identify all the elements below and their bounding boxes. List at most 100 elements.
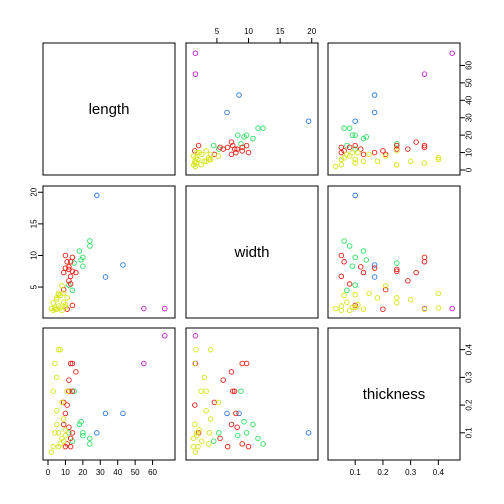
point-width-vs-thickness-9 [346, 243, 353, 249]
panel-frame-length-width [185, 42, 319, 176]
point-thickness-vs-width-45 [192, 421, 198, 428]
point-length-vs-thickness-11 [394, 141, 400, 147]
point-width-vs-length-44 [57, 305, 63, 311]
point-width-vs-length-15 [73, 269, 79, 276]
point-length-vs-width-42 [198, 151, 205, 158]
point-width-vs-length-24 [64, 259, 70, 265]
point-width-vs-length-20 [66, 264, 72, 270]
point-width-vs-length-0 [162, 305, 168, 312]
point-thickness-vs-length-16 [67, 360, 74, 367]
point-thickness-vs-length-45 [53, 421, 60, 428]
panel-frame-length-length [42, 42, 176, 176]
point-length-vs-thickness-7 [363, 134, 370, 140]
point-width-vs-length-26 [66, 266, 72, 273]
point-length-vs-thickness-0 [449, 50, 455, 56]
y-tick-label-right-thickness-0: 0.1 [465, 427, 474, 439]
point-length-vs-thickness-42 [344, 151, 350, 158]
point-thickness-vs-width-30 [207, 346, 214, 353]
point-thickness-vs-width-40 [193, 430, 200, 436]
point-length-vs-thickness-35 [366, 151, 372, 158]
point-thickness-vs-length-4 [94, 430, 100, 436]
point-thickness-vs-length-7 [78, 418, 84, 425]
point-width-vs-thickness-47 [338, 307, 345, 314]
point-thickness-vs-length-20 [66, 424, 72, 431]
x-tick-label-bottom-thickness-3: 0.4 [433, 468, 445, 477]
point-width-vs-length-23 [67, 273, 74, 280]
point-thickness-vs-length-15 [73, 369, 79, 375]
point-thickness-vs-length-42 [60, 438, 67, 444]
point-thickness-vs-width-8 [235, 432, 241, 439]
point-thickness-vs-width-47 [190, 443, 197, 450]
diagonal-label-length: length [89, 101, 130, 118]
point-length-vs-width-26 [231, 146, 238, 152]
point-length-vs-thickness-36 [338, 156, 345, 163]
point-thickness-vs-length-18 [66, 377, 72, 383]
point-length-vs-width-1 [192, 71, 199, 77]
point-length-vs-width-31 [201, 158, 208, 165]
point-length-vs-thickness-14 [421, 142, 428, 149]
point-length-vs-thickness-39 [341, 155, 347, 161]
x-tick-label-bottom-length-2: 20 [78, 468, 87, 477]
point-length-vs-thickness-15 [413, 139, 419, 145]
point-length-vs-thickness-6 [352, 132, 358, 138]
point-width-vs-length-13 [69, 287, 76, 293]
x-tick-label-top-width-3: 20 [307, 27, 316, 36]
y-tick-label-right-thickness-3: 0.4 [465, 344, 474, 356]
point-thickness-vs-width-18 [220, 377, 226, 383]
point-thickness-vs-width-26 [231, 388, 238, 394]
point-width-vs-length-9 [87, 243, 93, 249]
point-thickness-vs-width-32 [192, 360, 198, 367]
point-length-vs-thickness-49 [349, 149, 356, 156]
point-thickness-vs-width-33 [198, 388, 204, 394]
point-width-vs-thickness-34 [346, 307, 353, 314]
point-width-vs-thickness-14 [421, 254, 428, 261]
point-thickness-vs-length-40 [52, 430, 58, 436]
y-tick-label-right-length-5: 50 [465, 78, 474, 87]
point-thickness-vs-length-36 [55, 443, 62, 450]
y-tick-label-left-width-0: 5 [30, 284, 39, 289]
y-tick-label-right-length-0: 0 [465, 167, 474, 172]
point-width-vs-thickness-37 [374, 295, 381, 301]
point-width-vs-thickness-46 [394, 295, 400, 301]
point-width-vs-thickness-35 [366, 290, 372, 297]
point-width-vs-thickness-33 [394, 300, 400, 306]
point-thickness-vs-length-30 [55, 346, 62, 353]
point-length-vs-thickness-33 [394, 162, 400, 168]
point-thickness-vs-length-37 [53, 407, 60, 414]
point-width-vs-length-5 [87, 238, 93, 244]
point-length-vs-thickness-3 [371, 109, 378, 116]
point-width-vs-thickness-36 [338, 303, 345, 309]
point-length-vs-thickness-16 [421, 144, 428, 151]
point-thickness-vs-width-44 [193, 346, 199, 353]
point-width-vs-thickness-21 [382, 286, 389, 293]
point-width-vs-thickness-28 [360, 269, 367, 276]
point-length-vs-thickness-9 [346, 125, 353, 131]
point-thickness-vs-width-36 [195, 443, 201, 450]
point-thickness-vs-width-15 [228, 369, 235, 375]
point-thickness-vs-length-26 [66, 388, 72, 394]
point-thickness-vs-width-31 [201, 374, 208, 381]
point-thickness-vs-length-41 [59, 399, 65, 406]
point-length-vs-thickness-2 [371, 92, 378, 98]
point-length-vs-width-9 [255, 125, 261, 131]
point-width-vs-thickness-48 [352, 291, 358, 298]
point-length-vs-width-47 [190, 162, 197, 168]
point-length-vs-thickness-8 [349, 132, 356, 138]
point-thickness-vs-length-35 [60, 416, 67, 422]
point-length-vs-thickness-25 [338, 149, 345, 156]
point-length-vs-width-20 [234, 146, 240, 152]
point-length-vs-width-8 [235, 132, 241, 138]
point-width-vs-thickness-12 [360, 248, 367, 254]
point-width-vs-thickness-44 [435, 305, 442, 311]
point-width-vs-length-25 [62, 252, 69, 259]
point-width-vs-thickness-25 [338, 252, 345, 259]
point-thickness-vs-width-4 [305, 430, 312, 436]
point-length-vs-width-46 [203, 148, 209, 154]
point-width-vs-thickness-38 [355, 302, 361, 308]
point-length-vs-width-5 [260, 125, 266, 131]
point-length-vs-width-24 [239, 148, 245, 154]
point-width-vs-length-41 [59, 283, 65, 289]
point-thickness-vs-width-10 [216, 430, 222, 436]
point-thickness-vs-width-14 [243, 360, 250, 367]
point-width-vs-thickness-31 [407, 296, 414, 303]
